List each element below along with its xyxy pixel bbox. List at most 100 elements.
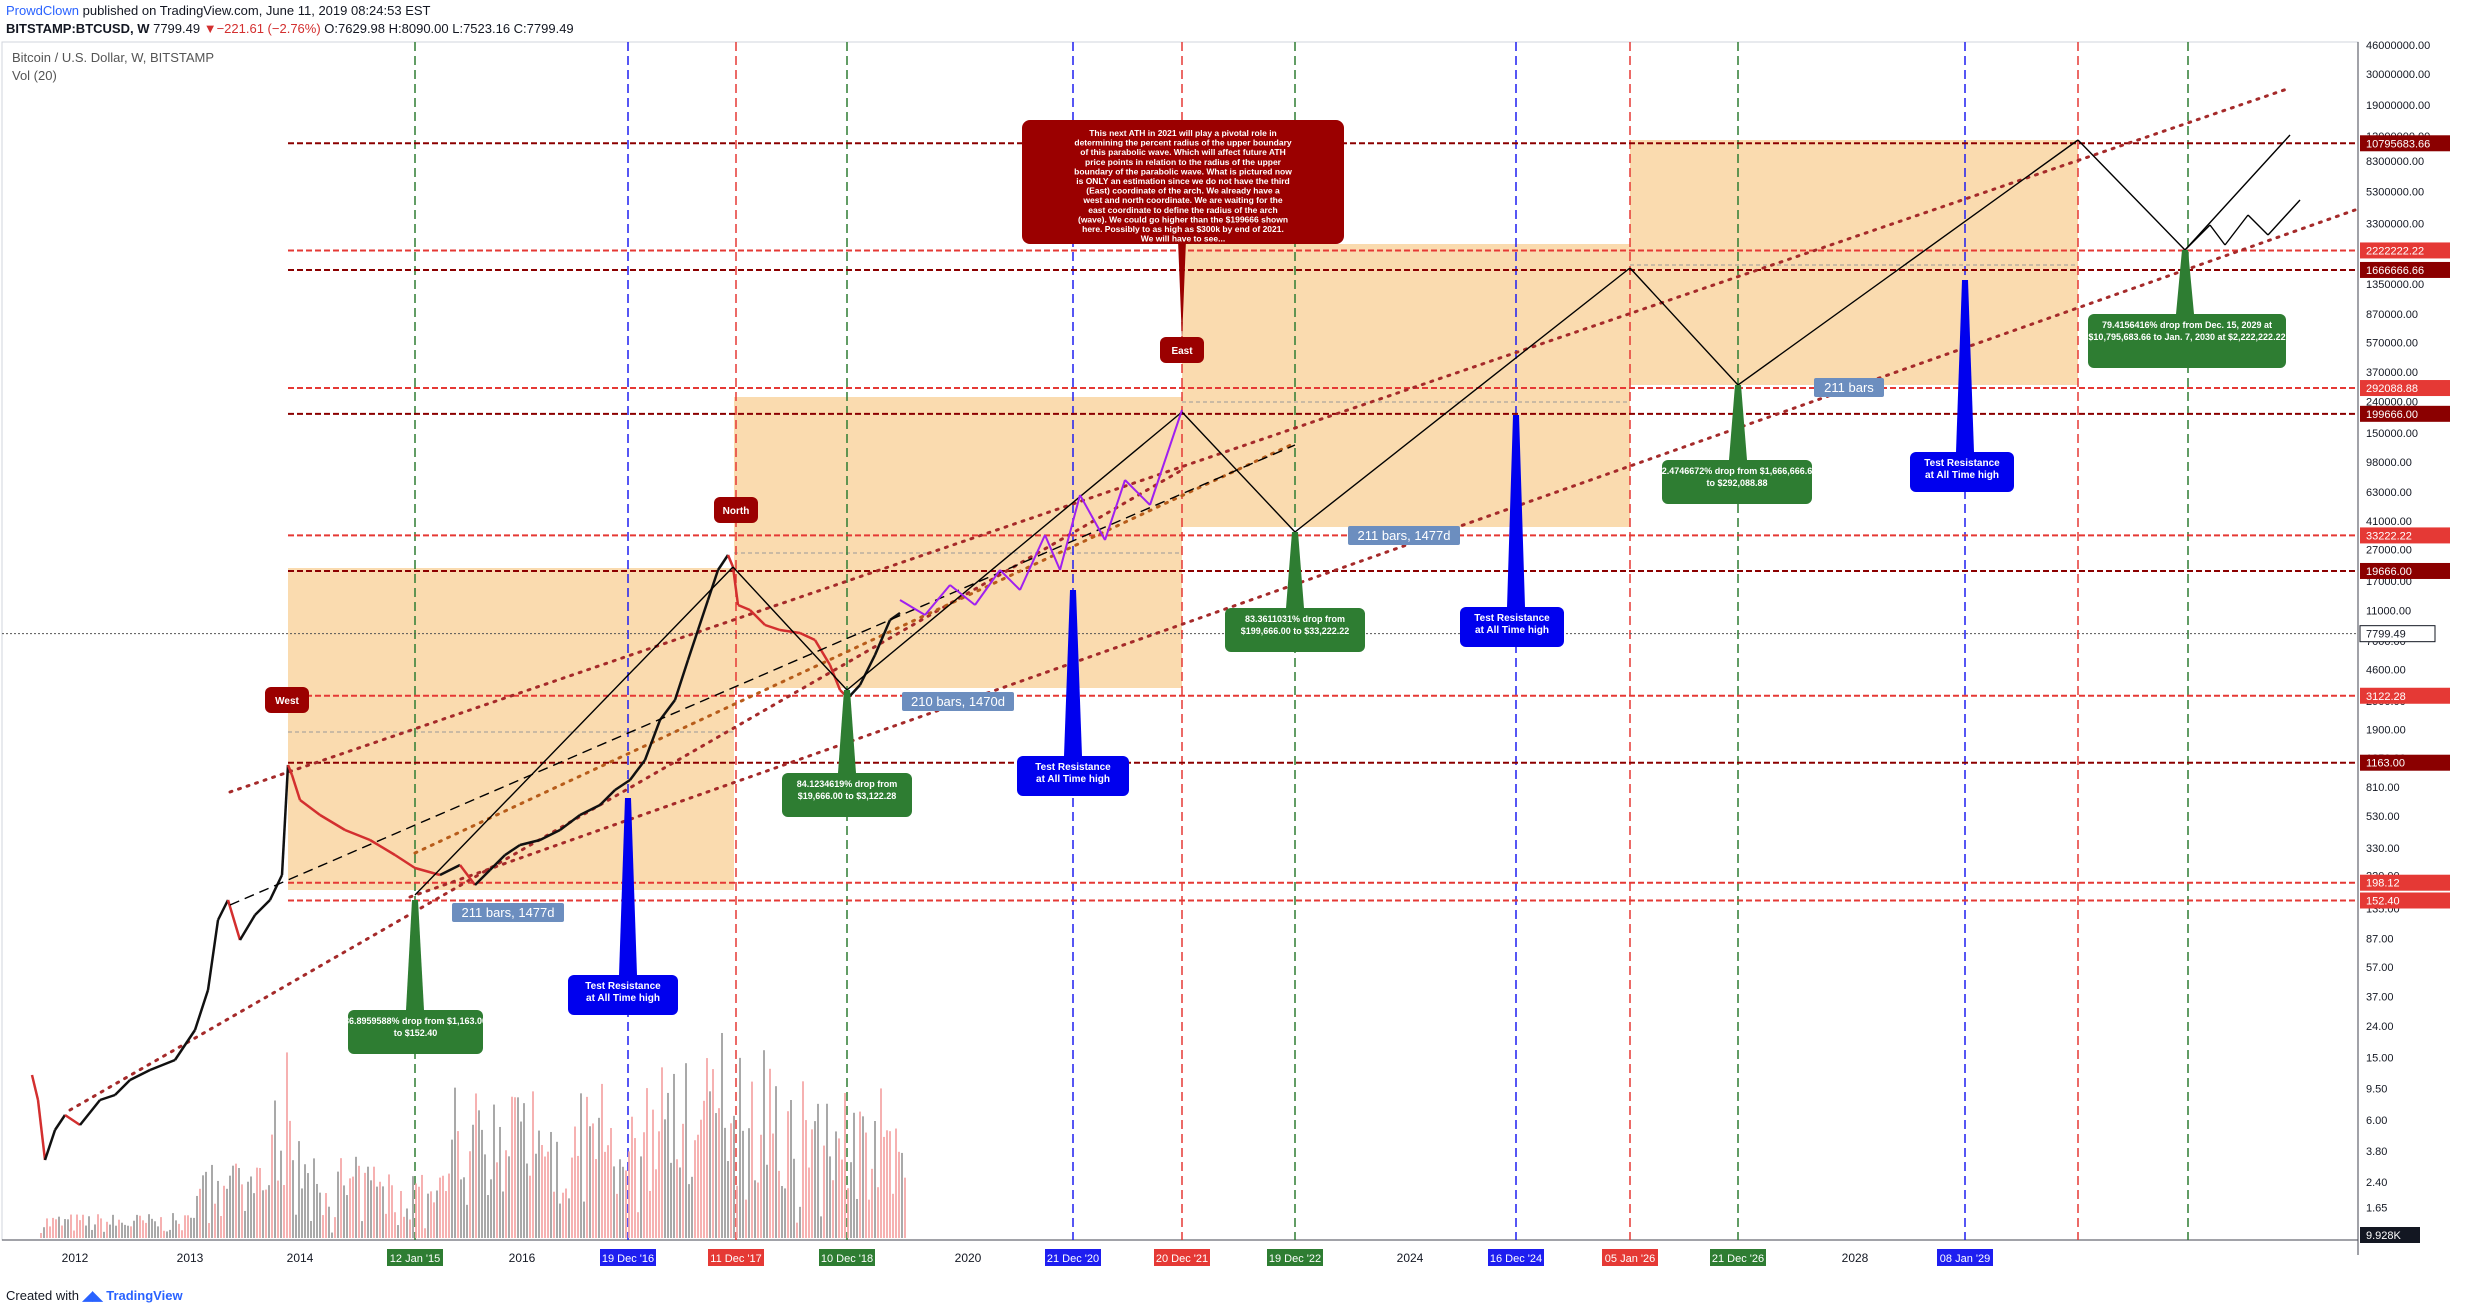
- volume-bar: [439, 1177, 441, 1238]
- price-level-tag: [2360, 687, 2450, 704]
- volume-bar: [841, 1159, 843, 1238]
- volume-bar: [583, 1201, 585, 1238]
- volume-bar: [364, 1172, 366, 1238]
- price-chart[interactable]: 86.8959588% drop from $1,163.00 to $152.4…: [0, 40, 2468, 1284]
- price-segment: [726, 554, 735, 568]
- price-level-tag-text: 1666666.66: [2366, 265, 2424, 277]
- resistance-callout: Test Resistance at All Time high: [1017, 756, 1129, 796]
- volume-bar: [58, 1216, 60, 1238]
- volume-bar: [733, 1115, 735, 1238]
- volume-bar: [454, 1087, 456, 1238]
- y-tick-label: 6.00: [2366, 1115, 2387, 1127]
- pivot-label: North: [723, 506, 750, 517]
- projection-line: [1737, 139, 2079, 386]
- last-price: 7799.49: [153, 21, 201, 36]
- resistance-callout-bg: [1460, 607, 1564, 647]
- y-tick-label: 570000.00: [2366, 338, 2418, 350]
- volume-bar: [235, 1163, 237, 1238]
- price-level-tag: [2360, 892, 2450, 909]
- zigzag-line: [1149, 409, 1183, 506]
- price-segment: [459, 864, 476, 886]
- volume-bar: [214, 1203, 216, 1238]
- date-tag-text: 12 Jan '15: [390, 1253, 440, 1265]
- tradingview-logo[interactable]: ◢◣ TradingView: [82, 1288, 183, 1303]
- volume-bar: [148, 1214, 150, 1238]
- volume-bar: [682, 1123, 684, 1238]
- price-segment: [858, 654, 877, 686]
- last-price-tag-text: 7799.49: [2366, 629, 2406, 641]
- footer: Created with ◢◣ TradingView: [6, 1288, 183, 1304]
- pivot-label: East: [1171, 346, 1193, 357]
- volume-bar: [403, 1216, 405, 1238]
- volume-bar: [496, 1162, 498, 1238]
- volume-bar: [421, 1174, 423, 1238]
- volume-bar: [694, 1140, 696, 1238]
- bar-count-label: 211 bars, 1477d: [1358, 528, 1451, 543]
- volume-bar: [814, 1121, 816, 1238]
- volume-bar: [244, 1210, 246, 1238]
- volume-bar: [340, 1158, 342, 1238]
- volume-bar: [55, 1219, 57, 1238]
- y-tick-label: 3300000.00: [2366, 219, 2424, 231]
- zigzag-line: [999, 569, 1021, 591]
- bar-count-bg: [452, 903, 564, 922]
- volume-bar: [436, 1190, 438, 1238]
- resistance-callout: Test Resistance at All Time high: [568, 975, 678, 1015]
- author-link[interactable]: ProwdClown: [6, 3, 79, 18]
- volume-bar: [532, 1091, 534, 1238]
- projection-line: [732, 566, 848, 691]
- volume-bar: [574, 1126, 576, 1238]
- date-tag-text: 05 Jan '26: [1605, 1253, 1655, 1265]
- price-segment: [813, 639, 832, 666]
- zigzag-line: [1019, 534, 1046, 591]
- created-with: Created with: [6, 1288, 79, 1303]
- volume-bar: [604, 1151, 606, 1238]
- volume-bar: [385, 1213, 387, 1238]
- drop-callout-bg: [1225, 608, 1365, 652]
- date-tag-text: 11 Dec '17: [710, 1253, 761, 1265]
- volume-bar: [802, 1081, 804, 1238]
- resistance-callout-text: Test Resistance at All Time high: [1924, 458, 2000, 481]
- volume-bar: [115, 1225, 117, 1238]
- resistance-callout-bg: [1910, 452, 2014, 492]
- target-zone: [288, 568, 734, 890]
- price-level-tag-text: 152.40: [2366, 896, 2400, 908]
- volume-bar: [301, 1188, 303, 1238]
- price-segment: [643, 719, 662, 761]
- resistance-arrow: [619, 798, 637, 975]
- drop-arrow: [2176, 250, 2194, 314]
- pivot-label-bg: [1160, 337, 1204, 363]
- volume-bar: [271, 1134, 273, 1238]
- volume-bar: [427, 1193, 429, 1238]
- price-level-tag-text: 2222222.22: [2366, 245, 2424, 257]
- volume-bar: [748, 1128, 750, 1238]
- east-pointer: [1178, 240, 1186, 340]
- volume-bar: [859, 1111, 861, 1238]
- volume-bar: [73, 1230, 75, 1238]
- volume-bar: [727, 1161, 729, 1238]
- volume-bar: [880, 1088, 882, 1238]
- bar-count-bg: [902, 692, 1014, 711]
- volume-bar: [598, 1117, 600, 1238]
- price-segment: [99, 1093, 116, 1102]
- date-tag-text: 08 Jan '29: [1940, 1253, 1990, 1265]
- target-zone: [1630, 140, 2078, 385]
- zigzag-line: [1044, 534, 1061, 571]
- volume-bar: [334, 1217, 336, 1238]
- projection-line: [2224, 214, 2249, 246]
- y-tick-label: 15.00: [2366, 1053, 2394, 1065]
- y-tick-label: 1350000.00: [2366, 279, 2424, 291]
- projection-line: [2184, 224, 2211, 251]
- volume-bar: [625, 1170, 627, 1238]
- price-segment: [319, 813, 346, 832]
- volume-bar: [568, 1198, 570, 1238]
- volume-bar: [253, 1193, 255, 1238]
- date-tag: [1267, 1249, 1323, 1266]
- date-tag: [1488, 1249, 1544, 1266]
- projection-line: [2209, 224, 2226, 246]
- price-segment: [873, 619, 892, 656]
- volume-bar: [94, 1224, 96, 1238]
- volume-bar: [742, 1130, 744, 1238]
- price-segment: [599, 789, 616, 806]
- price-segment: [439, 863, 461, 877]
